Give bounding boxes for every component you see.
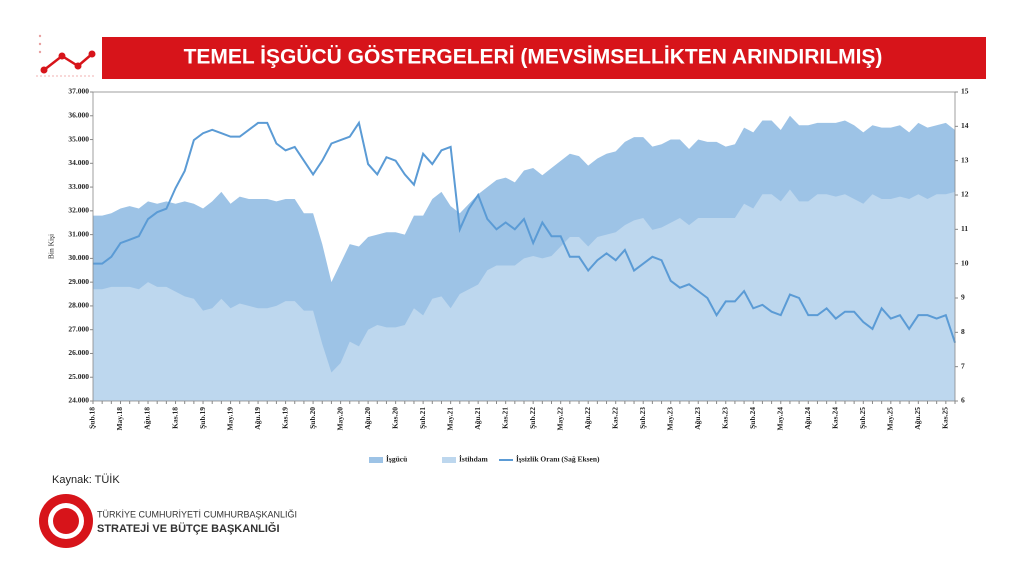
x-tick-label: May.25 (886, 407, 895, 431)
x-tick-label: Ağu.20 (363, 407, 372, 430)
x-tick-label: Şub.24 (748, 407, 757, 429)
legend-label: İşgücü (386, 454, 407, 464)
x-tick-label: Ağu.22 (583, 407, 592, 430)
y2-tick-label: 8 (961, 327, 965, 336)
y-tick-label: 30.000 (68, 253, 89, 262)
x-tick-label: Ağu.19 (253, 407, 262, 430)
y-tick-label: 29.000 (68, 277, 89, 286)
y2-tick-label: 11 (961, 224, 968, 233)
x-tick-label: May.20 (335, 407, 344, 431)
x-tick-label: Şub.23 (638, 407, 647, 429)
y2-tick-label: 9 (961, 293, 965, 302)
x-tick-label: Kas.21 (500, 407, 509, 429)
y-tick-label: 35.000 (68, 134, 89, 143)
y-tick-label: 25.000 (68, 372, 89, 381)
x-tick-label: Kas.19 (280, 407, 289, 429)
area (93, 189, 955, 401)
org-line: STRATEJİ VE BÜTÇE BAŞKANLIĞI (97, 522, 280, 535)
legend-label: İstihdam (459, 454, 489, 464)
x-tick-label: Kas.25 (941, 407, 950, 429)
y2-tick-label: 14 (961, 121, 969, 130)
x-tick-label: Kas.23 (720, 407, 729, 429)
y-tick-label: 31.000 (68, 229, 89, 238)
legend-swatch (369, 457, 383, 463)
x-tick-label: Şub.20 (308, 407, 317, 429)
x-tick-label: May.24 (775, 407, 784, 431)
x-tick-label: Ağu.24 (803, 407, 812, 430)
x-tick-label: Ağu.25 (913, 407, 922, 430)
x-tick-label: Ağu.18 (143, 407, 152, 430)
x-tick-label: Şub.25 (858, 407, 867, 429)
y-tick-label: 28.000 (68, 301, 89, 310)
x-tick-label: Kas.24 (831, 407, 840, 429)
title-bar (102, 37, 986, 79)
x-tick-label: Ağu.21 (473, 407, 482, 430)
y2-tick-label: 6 (961, 396, 965, 405)
logo (39, 494, 93, 548)
line (93, 120, 956, 343)
x-tick-label: May.19 (225, 407, 234, 431)
y2-tick-label: 10 (961, 258, 969, 267)
y-tick-label: 24.000 (68, 396, 89, 405)
x-tick-label: Kas.22 (610, 407, 619, 429)
y-tick-label: 32.000 (68, 206, 89, 215)
title: TEMEL İŞGÜCÜ GÖSTERGELERİ (MEVSİMSELLİKT… (184, 46, 883, 69)
legend-swatch (442, 457, 456, 463)
chart: 24.000 25.000 26.000 27.000 28.000 29.000 30.0… (47, 87, 969, 464)
y2-tick-label: 7 (961, 361, 965, 370)
org-line: TÜRKİYE CUMHURİYETİ CUMHURBAŞKANLIĞI (97, 509, 297, 519)
x-tick-label: May.21 (445, 407, 454, 431)
x-tick-label: Şub.22 (528, 407, 537, 429)
x-tick-label: Ağu.23 (693, 407, 702, 430)
y-tick-label: 36.000 (68, 110, 89, 119)
y2-tick-label: 12 (961, 190, 969, 199)
legend-label: İşsizlik Oranı (Sağ Eksen) (516, 454, 600, 464)
y-tick-label: 37.000 (68, 87, 89, 96)
y2-tick-label: 13 (961, 155, 969, 164)
y-tick-label: 27.000 (68, 324, 89, 333)
y-tick-label: 33.000 (68, 182, 89, 191)
x-tick-label: May.18 (115, 407, 124, 431)
source: Kaynak: TÜİK (52, 473, 120, 486)
y-axis-label: Bin Kişi (47, 234, 56, 259)
x-tick-label: Şub.18 (88, 407, 97, 429)
x-tick-label: Kas.20 (390, 407, 399, 429)
x-tick-label: Şub.19 (198, 407, 207, 429)
x-tick-label: Kas.18 (170, 407, 179, 429)
x-tick-label: May.23 (665, 407, 674, 431)
header-icon (36, 34, 96, 77)
x-tick-label: May.22 (555, 407, 564, 431)
y-tick-label: 26.000 (68, 348, 89, 357)
x-tick-label: Şub.21 (418, 407, 427, 429)
y2-tick-label: 15 (961, 87, 969, 96)
y-tick-label: 34.000 (68, 158, 89, 167)
